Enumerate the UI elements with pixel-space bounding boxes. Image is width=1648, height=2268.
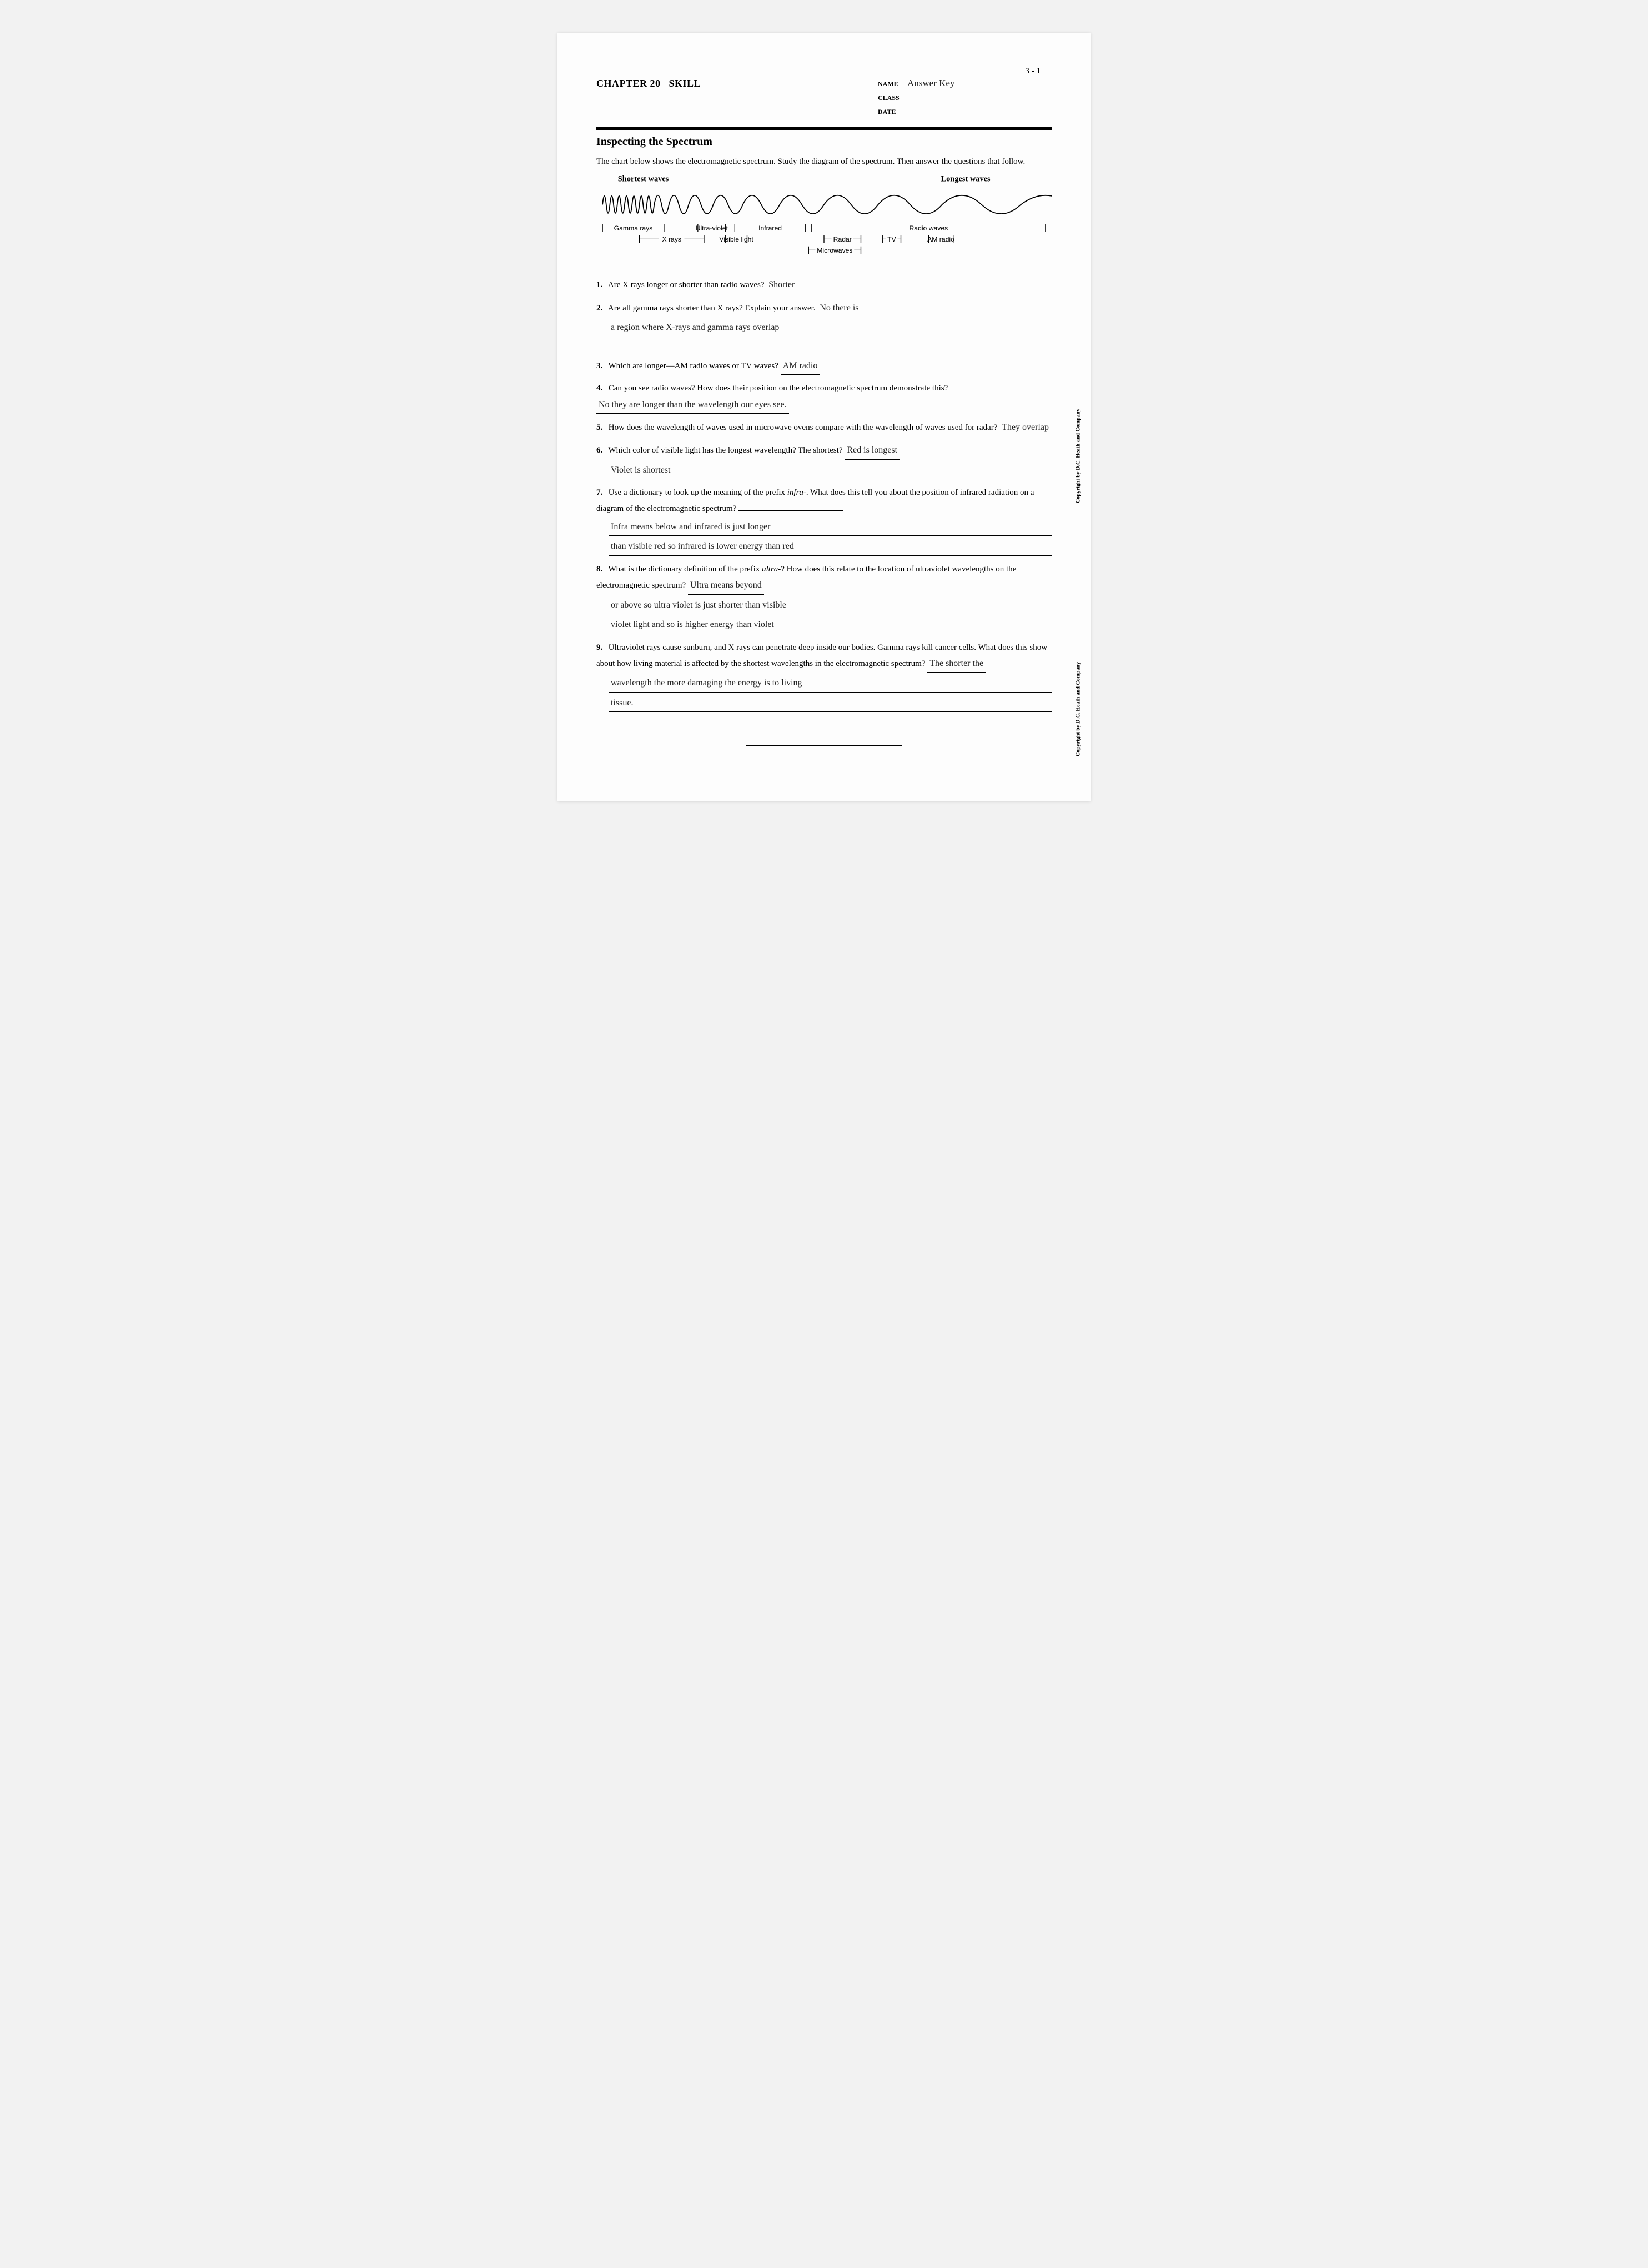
answer-line[interactable]: than visible red so infrared is lower en… [609,538,1052,555]
question: 9. Ultraviolet rays cause sunburn, and X… [596,640,1052,712]
intro-text: The chart below shows the electromagneti… [596,156,1052,167]
answer-line[interactable]: or above so ultra violet is just shorter… [609,597,1052,614]
date-field[interactable] [903,106,1052,116]
band-label: Radar [833,235,852,243]
answer-line[interactable]: violet light and so is higher energy tha… [609,616,1052,634]
answer-inline[interactable]: They overlap [999,419,1051,436]
question: 6. Which color of visible light has the … [596,442,1052,479]
question-text: Are all gamma rays shorter than X rays? … [606,304,817,313]
header-row: CHAPTER 20 SKILL NAME Answer Key CLASS D… [596,78,1052,119]
italic-prefix: ultra- [762,565,781,574]
longest-label: Longest waves [941,175,991,184]
wave-path [602,195,1052,214]
skill-label: SKILL [669,78,701,89]
copyright-text: Copyright by D.C. Heath and Company [1075,409,1081,503]
answer-inline[interactable]: No they are longer than the wavelength o… [596,397,789,414]
question: 5. How does the wavelength of waves used… [596,419,1052,436]
header-rule [596,127,1052,130]
name-field[interactable]: Answer Key [903,78,1052,88]
question-number: 4. [596,380,606,397]
band-label: Gamma rays [614,224,653,232]
question-number: 5. [596,420,606,436]
band-label: Visible light [719,235,753,243]
question-text: Can you see radio waves? How does their … [606,384,948,393]
spectrum-diagram: Shortest waves Longest waves Gamma rays X… [596,174,1052,269]
band-label: Microwaves [817,247,852,254]
class-field[interactable] [903,92,1052,102]
copyright-text-2: Copyright by D.C. Heath and Company [1075,662,1081,756]
band-markers: Gamma rays X rays Ultra-violet Visible ligh… [602,224,1046,254]
worksheet-page: 3 - 1 CHAPTER 20 SKILL NAME Answer Key C… [557,33,1091,801]
answer-line[interactable]: Infra means below and infrared is just l… [609,519,1052,536]
question-number: 6. [596,443,606,459]
class-label: CLASS [878,94,903,102]
question-list: 1. Are X rays longer or shorter than rad… [596,277,1052,712]
answer-inline[interactable]: Shorter [766,277,797,294]
question-number: 7. [596,485,606,501]
answer-line[interactable]: a region where X-rays and gamma rays ove… [609,319,1052,337]
question-text: Are X rays longer or shorter than radio … [606,280,766,289]
question: 2. Are all gamma rays shorter than X ray… [596,300,1052,352]
question-text: Which color of visible light has the lon… [606,446,845,455]
name-label: NAME [878,80,903,88]
question-text: Which are longer—AM radio waves or TV wa… [606,362,781,370]
answer-inline[interactable]: No there is [817,300,861,317]
band-label: X rays [662,235,682,243]
question: 4. Can you see radio waves? How does the… [596,380,1052,414]
page-number: 3 - 1 [1026,67,1041,76]
band-label: Infrared [758,224,782,232]
footer-rule [746,745,902,746]
section-title: Inspecting the Spectrum [596,136,1052,148]
question-text: How does the wavelength of waves used in… [606,423,999,432]
question-number: 9. [596,640,606,656]
answer-inline[interactable]: Ultra means beyond [688,577,764,594]
answer-line[interactable]: Violet is shortest [609,462,1052,479]
question-text: What is the dictionary definition of the… [596,565,1016,590]
band-label: Radio waves [910,224,948,232]
question: 1. Are X rays longer or shorter than rad… [596,277,1052,294]
shortest-label: Shortest waves [618,175,669,184]
band-label: TV [887,235,896,243]
question-number: 1. [596,277,606,293]
question-number: 3. [596,358,606,374]
answer-inline[interactable]: Red is longest [845,442,900,459]
question-number: 8. [596,561,606,578]
answer-inline[interactable]: The shorter the [927,655,986,673]
date-label: DATE [878,108,903,116]
answer-inline[interactable]: AM radio [781,358,820,375]
answer-line[interactable]: wavelength the more damaging the energy … [609,675,1052,692]
question: 8. What is the dictionary definition of … [596,561,1052,634]
band-label: Ultra-violet [696,224,728,232]
spectrum-svg: Shortest waves Longest waves Gamma rays X… [596,174,1052,266]
band-label: AM radio [927,235,954,243]
name-block: NAME Answer Key CLASS DATE [878,78,1052,119]
italic-prefix: infra- [787,488,806,497]
question: 3. Which are longer—AM radio waves or TV… [596,358,1052,375]
chapter-title: CHAPTER 20 SKILL [596,78,701,89]
question: 7. Use a dictionary to look up the meani… [596,485,1052,556]
question-text: Use a dictionary to look up the meaning … [596,488,1034,513]
question-number: 2. [596,300,606,317]
answer-line[interactable] [609,339,1052,352]
chapter-label: CHAPTER 20 [596,78,661,89]
answer-line[interactable]: tissue. [609,695,1052,712]
answer-inline[interactable] [738,510,843,511]
